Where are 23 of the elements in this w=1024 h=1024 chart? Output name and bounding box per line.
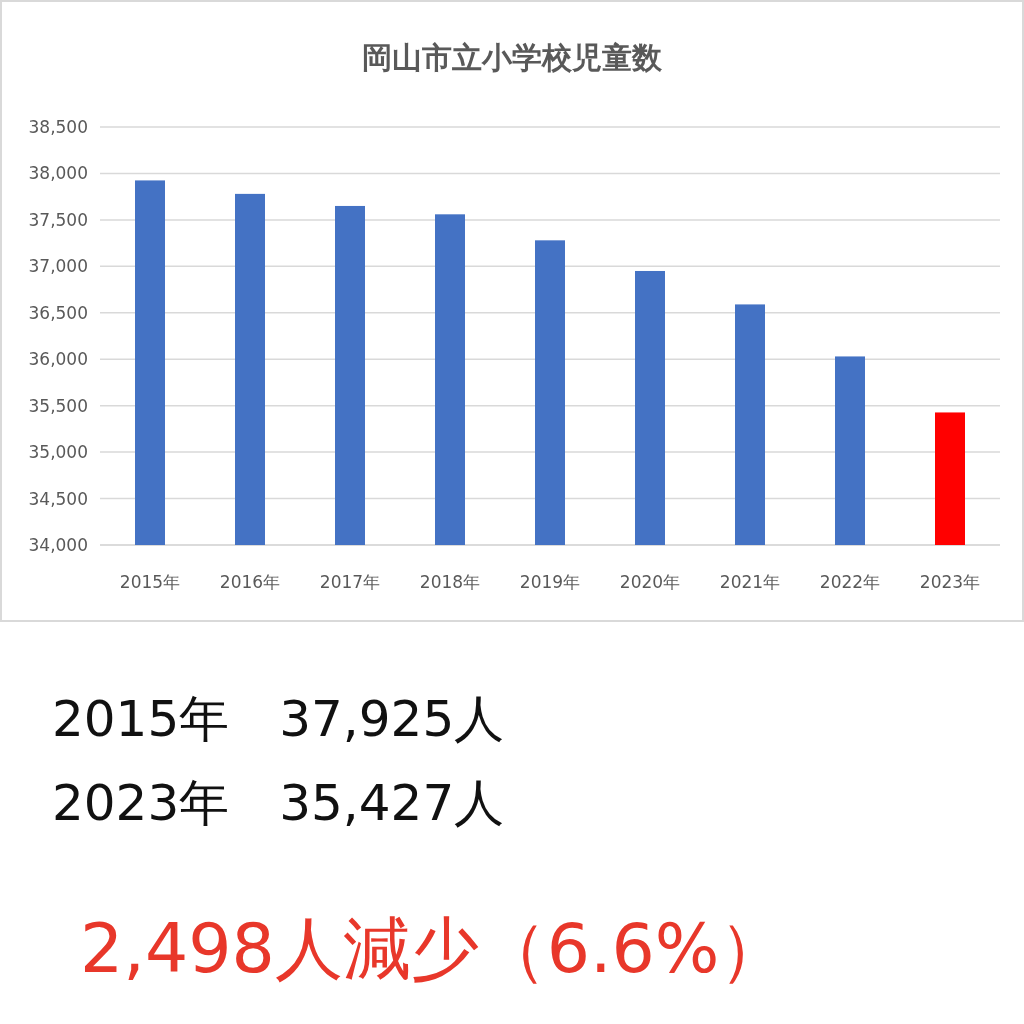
chart-title: 岡山市立小学校児童数 [362,40,663,75]
y-tick-label: 36,000 [28,349,88,370]
x-tick-label: 2022年 [819,571,881,592]
text: 2,498人減少（6.6%） [80,909,788,988]
x-tick-label: 2018年 [419,571,481,592]
x-tick-label: 2021年 [719,571,781,592]
x-tick-label: 2017年 [319,571,381,592]
y-tick-label: 37,000 [28,256,88,277]
x-tick-label: 2016年 [219,571,281,592]
x-tick-label: 2015年 [119,571,181,592]
y-tick-label: 37,500 [28,209,88,230]
x-tick-label: 2019年 [519,571,581,592]
y-tick-label: 34,000 [28,534,88,555]
y-tick-label: 35,500 [28,395,88,416]
text: 2015年 37,925人 [52,690,505,748]
y-tick-label: 38,000 [28,163,88,184]
x-tick-label: 2023年 [919,571,981,592]
y-tick-label: 34,500 [28,488,88,509]
y-tick-label: 35,000 [28,442,88,463]
y-tick-label: 36,500 [28,302,88,323]
text: 2023年 35,427人 [52,774,505,832]
x-tick-label: 2020年 [619,571,681,592]
y-tick-label: 38,500 [28,116,88,137]
